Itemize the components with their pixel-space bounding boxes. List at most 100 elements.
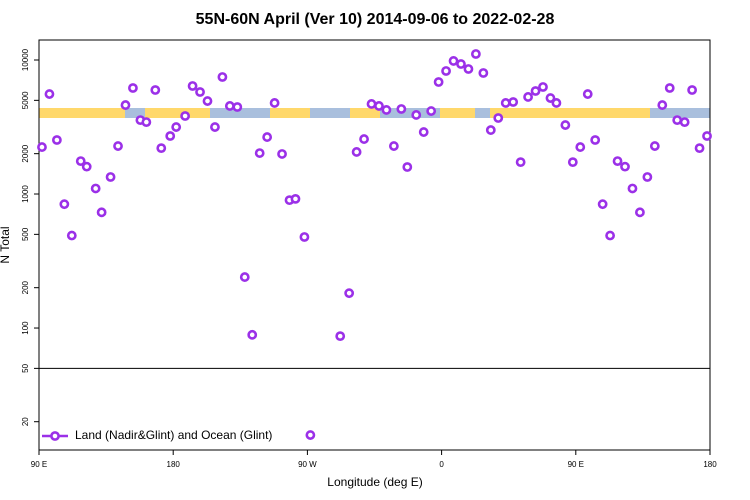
point bbox=[478, 68, 489, 78]
point bbox=[90, 183, 101, 194]
point bbox=[254, 148, 265, 158]
point bbox=[687, 85, 698, 95]
point bbox=[247, 329, 258, 340]
point bbox=[575, 142, 586, 152]
point bbox=[485, 125, 496, 135]
point bbox=[530, 86, 541, 96]
point bbox=[679, 117, 690, 128]
point bbox=[187, 81, 198, 91]
point bbox=[75, 156, 86, 167]
point bbox=[128, 83, 138, 93]
point bbox=[299, 232, 310, 242]
y-tick-label: 5000 bbox=[21, 91, 30, 109]
point bbox=[351, 147, 362, 157]
ocean-band bbox=[380, 108, 440, 118]
land-band bbox=[39, 108, 710, 118]
point bbox=[374, 101, 384, 111]
point bbox=[269, 98, 280, 108]
point bbox=[37, 142, 47, 152]
point bbox=[120, 100, 131, 110]
point bbox=[195, 87, 205, 97]
point bbox=[523, 92, 533, 102]
point bbox=[305, 430, 316, 440]
point bbox=[657, 100, 668, 110]
point bbox=[582, 89, 593, 99]
point bbox=[335, 331, 346, 342]
point bbox=[202, 96, 213, 106]
point bbox=[388, 141, 399, 151]
y-tick-label: 20 bbox=[21, 417, 30, 426]
point bbox=[418, 127, 429, 137]
point bbox=[180, 111, 191, 121]
point bbox=[105, 172, 116, 182]
x-tick-label: 90 E bbox=[568, 460, 584, 469]
point bbox=[664, 83, 675, 93]
point bbox=[597, 199, 608, 210]
point bbox=[515, 157, 526, 168]
point bbox=[262, 132, 273, 142]
point bbox=[290, 193, 301, 204]
point bbox=[171, 122, 182, 132]
point bbox=[567, 157, 578, 168]
ocean-band bbox=[475, 108, 490, 118]
point bbox=[66, 230, 77, 241]
point bbox=[396, 104, 407, 114]
point bbox=[635, 207, 645, 218]
point bbox=[590, 135, 601, 145]
point bbox=[493, 113, 504, 123]
point bbox=[224, 101, 235, 111]
point bbox=[210, 122, 220, 132]
point bbox=[359, 134, 369, 144]
point bbox=[551, 98, 562, 108]
y-tick-label: 2000 bbox=[21, 144, 30, 162]
point bbox=[456, 59, 466, 69]
point bbox=[508, 97, 519, 107]
point bbox=[500, 98, 511, 108]
point bbox=[702, 131, 712, 141]
point bbox=[402, 162, 413, 172]
x-tick-label: 90 E bbox=[31, 460, 47, 469]
point bbox=[620, 161, 630, 172]
y-tick-label: 1000 bbox=[21, 185, 30, 203]
point bbox=[694, 143, 705, 154]
point bbox=[545, 93, 556, 103]
legend-marker bbox=[50, 431, 60, 441]
point bbox=[470, 49, 481, 59]
y-tick-label: 100 bbox=[21, 321, 30, 335]
point bbox=[448, 56, 459, 66]
y-tick-label: 50 bbox=[21, 363, 30, 372]
point bbox=[150, 85, 161, 95]
point bbox=[344, 288, 355, 299]
point bbox=[433, 77, 444, 87]
point bbox=[411, 110, 422, 120]
point bbox=[277, 149, 287, 159]
x-tick-label: 180 bbox=[703, 460, 717, 469]
point bbox=[165, 131, 176, 141]
point bbox=[113, 141, 123, 151]
plot-frame bbox=[38, 39, 711, 451]
point bbox=[463, 64, 474, 74]
y-tick-label: 10000 bbox=[21, 48, 30, 71]
point bbox=[672, 115, 683, 126]
point bbox=[627, 183, 638, 194]
point bbox=[232, 102, 243, 112]
point bbox=[44, 89, 55, 99]
y-tick-label: 500 bbox=[21, 227, 30, 241]
point bbox=[426, 106, 437, 116]
point bbox=[366, 99, 377, 109]
x-tick-label: 180 bbox=[167, 460, 181, 469]
point bbox=[605, 230, 615, 241]
y-axis-label: N Total bbox=[0, 226, 12, 263]
point bbox=[59, 199, 70, 210]
map-band bbox=[39, 108, 710, 118]
x-tick-label: 90 W bbox=[298, 460, 317, 469]
x-tick-label: 0 bbox=[439, 460, 444, 469]
point bbox=[96, 207, 107, 218]
ocean-band bbox=[210, 108, 270, 118]
point bbox=[538, 82, 548, 92]
chart-title: 55N-60N April (Ver 10) 2014-09-06 to 202… bbox=[196, 11, 555, 28]
point bbox=[217, 72, 228, 82]
point bbox=[560, 120, 571, 130]
y-tick-label: 200 bbox=[21, 280, 30, 294]
